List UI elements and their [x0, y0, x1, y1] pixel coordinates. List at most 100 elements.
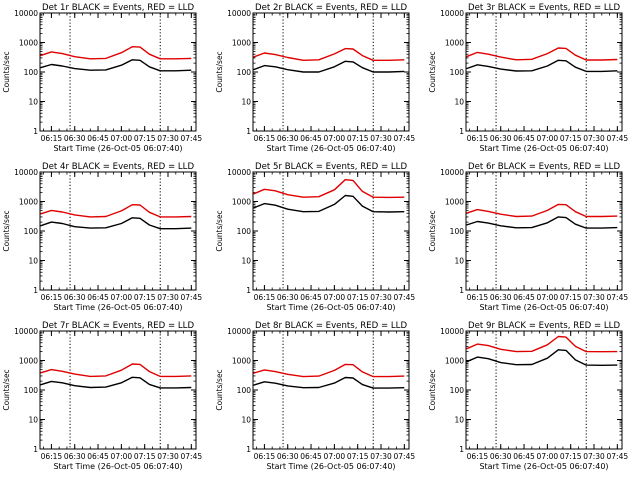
- x-tick-label: 07:30: [157, 134, 179, 143]
- x-tick-label: 07:45: [181, 134, 203, 143]
- x-tick-label: 06:15: [467, 134, 489, 143]
- chart-panel-6: Det 6r BLACK = Events, RED = LLD 1 10 100 10…: [428, 162, 628, 312]
- y-axis-label: Counts/sec: [2, 210, 11, 251]
- x-tick-label: 07:00: [324, 293, 346, 302]
- lld-series-line: [40, 363, 192, 378]
- x-tick-label: 06:15: [467, 293, 489, 302]
- x-axis-label: Start Time (26-Oct-05 06:07:40): [266, 462, 395, 471]
- plot-frame: [39, 12, 197, 132]
- x-tick-label: 07:45: [394, 293, 416, 302]
- x-tick-label: 06:45: [513, 134, 535, 143]
- x-tick-label: 07:15: [560, 452, 582, 461]
- events-series-line: [466, 349, 618, 366]
- x-tick-label: 06:45: [87, 293, 109, 302]
- x-tick-label: 07:30: [370, 293, 392, 302]
- x-axis-label: Start Time (26-Oct-05 06:07:40): [266, 303, 395, 312]
- y-tick-label: 1: [33, 127, 38, 136]
- y-tick-label: 100: [24, 227, 39, 236]
- y-tick-label: 10: [28, 416, 38, 425]
- y-tick-label: 1: [33, 286, 38, 295]
- chart-panel-3: Det 3r BLACK = Events, RED = LLD 1 10 100 10…: [428, 3, 628, 153]
- y-tick-label: 1000: [19, 39, 38, 48]
- y-tick-label: 10: [28, 257, 38, 266]
- y-tick-label: 100: [450, 68, 465, 77]
- x-tick-label: 07:45: [181, 452, 203, 461]
- y-axis-label: Counts/sec: [215, 51, 224, 92]
- x-tick-label: 06:15: [254, 134, 276, 143]
- y-tick-label: 10000: [14, 9, 38, 18]
- x-tick-label: 06:15: [254, 293, 276, 302]
- x-tick-label: 06:15: [467, 452, 489, 461]
- x-tick-label: 07:00: [537, 293, 559, 302]
- plot-frame: [252, 171, 410, 291]
- x-tick-label: 07:45: [607, 452, 629, 461]
- events-series-line: [253, 376, 405, 389]
- x-axis-label: Start Time (26-Oct-05 06:07:40): [479, 303, 608, 312]
- y-tick-label: 10: [241, 98, 251, 107]
- x-tick-label: 06:30: [490, 134, 512, 143]
- x-tick-label: 07:15: [560, 293, 582, 302]
- y-tick-label: 10: [454, 98, 464, 107]
- y-tick-label: 10000: [227, 327, 251, 336]
- x-tick-label: 06:45: [513, 293, 535, 302]
- y-tick-label: 100: [450, 227, 465, 236]
- x-tick-label: 06:30: [490, 293, 512, 302]
- chart-panel-7: Det 7r BLACK = Events, RED = LLD 1 10 100 10…: [2, 321, 202, 471]
- y-tick-label: 1: [246, 127, 251, 136]
- x-tick-label: 07:45: [394, 134, 416, 143]
- lld-series-line: [466, 203, 618, 218]
- x-tick-label: 07:15: [347, 293, 369, 302]
- y-tick-label: 1: [459, 286, 464, 295]
- x-tick-label: 06:45: [87, 452, 109, 461]
- y-tick-label: 10: [241, 257, 251, 266]
- x-tick-label: 07:00: [111, 293, 133, 302]
- lld-series-line: [253, 47, 405, 61]
- y-tick-label: 10: [454, 416, 464, 425]
- x-tick-label: 07:15: [347, 452, 369, 461]
- x-tick-label: 07:45: [181, 293, 203, 302]
- y-tick-label: 1: [246, 286, 251, 295]
- lld-series-line: [253, 178, 405, 199]
- plot-frame: [39, 171, 197, 291]
- y-tick-label: 1: [33, 445, 38, 454]
- x-tick-label: 07:15: [560, 134, 582, 143]
- x-tick-label: 07:00: [324, 134, 346, 143]
- x-tick-label: 07:45: [607, 293, 629, 302]
- events-series-line: [40, 217, 192, 230]
- x-tick-label: 06:30: [277, 452, 299, 461]
- y-tick-label: 100: [237, 386, 252, 395]
- y-tick-label: 1000: [232, 357, 251, 366]
- x-tick-label: 07:15: [134, 452, 156, 461]
- x-tick-label: 07:30: [370, 134, 392, 143]
- x-tick-label: 06:15: [41, 293, 63, 302]
- y-tick-label: 1000: [19, 357, 38, 366]
- plot-frame: [39, 330, 197, 450]
- x-tick-label: 06:45: [300, 452, 322, 461]
- chart-title: Det 1r BLACK = Events, RED = LLD: [42, 3, 194, 13]
- chart-title: Det 6r BLACK = Events, RED = LLD: [468, 162, 620, 172]
- y-axis-label: Counts/sec: [428, 369, 437, 410]
- y-axis-label: Counts/sec: [215, 210, 224, 251]
- plot-frame: [465, 171, 623, 291]
- x-tick-label: 07:30: [583, 134, 605, 143]
- x-tick-label: 06:30: [277, 134, 299, 143]
- x-tick-label: 07:15: [134, 293, 156, 302]
- x-tick-label: 07:15: [134, 134, 156, 143]
- chart-title: Det 8r BLACK = Events, RED = LLD: [255, 321, 407, 331]
- x-tick-label: 06:30: [64, 134, 86, 143]
- chart-panel-4: Det 4r BLACK = Events, RED = LLD 1 10 100 10…: [2, 162, 202, 312]
- y-axis-label: Counts/sec: [428, 51, 437, 92]
- x-tick-label: 07:00: [324, 452, 346, 461]
- x-tick-label: 06:30: [490, 452, 512, 461]
- x-tick-label: 07:00: [111, 452, 133, 461]
- x-tick-label: 06:30: [277, 293, 299, 302]
- y-tick-label: 1: [459, 445, 464, 454]
- x-tick-label: 07:15: [347, 134, 369, 143]
- y-axis-label: Counts/sec: [215, 369, 224, 410]
- chart-title: Det 7r BLACK = Events, RED = LLD: [42, 321, 194, 331]
- lld-series-line: [253, 363, 405, 378]
- lld-series-line: [466, 47, 618, 61]
- x-tick-label: 06:45: [300, 134, 322, 143]
